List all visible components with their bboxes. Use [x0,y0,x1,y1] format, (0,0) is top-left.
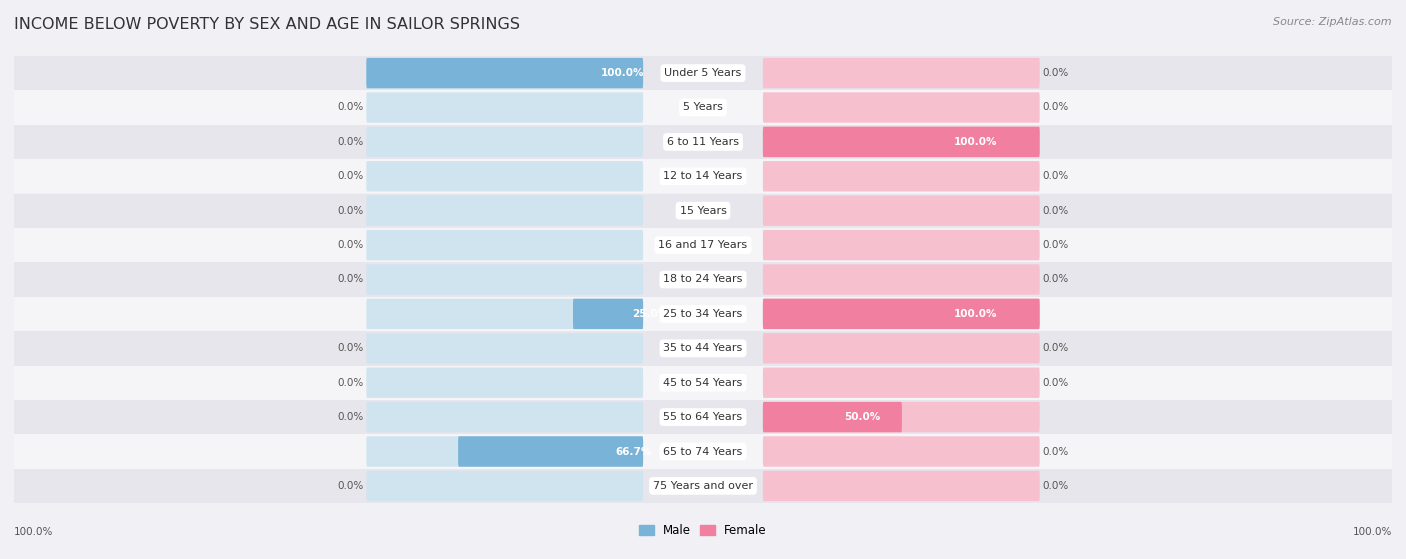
FancyBboxPatch shape [367,436,643,467]
FancyBboxPatch shape [367,58,643,88]
Text: 0.0%: 0.0% [337,481,364,491]
FancyBboxPatch shape [763,230,1039,260]
FancyBboxPatch shape [763,92,1039,123]
Bar [14,297,1392,331]
Text: 15 Years: 15 Years [679,206,727,216]
Text: 0.0%: 0.0% [337,378,364,388]
FancyBboxPatch shape [367,196,643,226]
FancyBboxPatch shape [367,367,643,398]
FancyBboxPatch shape [367,264,643,295]
Text: 66.7%: 66.7% [614,447,651,457]
Text: 50.0%: 50.0% [845,412,880,422]
Bar [14,193,1392,228]
FancyBboxPatch shape [763,367,1039,398]
FancyBboxPatch shape [763,471,1039,501]
Text: 0.0%: 0.0% [337,240,364,250]
Text: 100.0%: 100.0% [602,68,645,78]
Text: 16 and 17 Years: 16 and 17 Years [658,240,748,250]
FancyBboxPatch shape [367,333,643,363]
FancyBboxPatch shape [458,436,643,467]
Text: 0.0%: 0.0% [1042,447,1069,457]
Legend: Male, Female: Male, Female [634,519,772,542]
Text: Source: ZipAtlas.com: Source: ZipAtlas.com [1274,17,1392,27]
Bar [14,434,1392,468]
Bar [14,331,1392,366]
FancyBboxPatch shape [763,264,1039,295]
FancyBboxPatch shape [763,127,1039,157]
Text: Under 5 Years: Under 5 Years [665,68,741,78]
Text: 5 Years: 5 Years [683,102,723,112]
FancyBboxPatch shape [367,230,643,260]
Text: 100.0%: 100.0% [955,309,998,319]
Text: 0.0%: 0.0% [1042,102,1069,112]
Bar [14,91,1392,125]
Bar [14,159,1392,193]
Text: 0.0%: 0.0% [1042,274,1069,285]
FancyBboxPatch shape [367,161,643,192]
Text: 0.0%: 0.0% [1042,378,1069,388]
Text: 12 to 14 Years: 12 to 14 Years [664,171,742,181]
Text: 0.0%: 0.0% [1042,171,1069,181]
FancyBboxPatch shape [367,299,643,329]
Bar [14,400,1392,434]
Text: 0.0%: 0.0% [1042,240,1069,250]
Bar [14,262,1392,297]
Text: 0.0%: 0.0% [337,102,364,112]
Text: 100.0%: 100.0% [955,137,998,147]
FancyBboxPatch shape [574,299,643,329]
Text: 0.0%: 0.0% [337,343,364,353]
FancyBboxPatch shape [763,402,1039,432]
Text: 25 to 34 Years: 25 to 34 Years [664,309,742,319]
Text: INCOME BELOW POVERTY BY SEX AND AGE IN SAILOR SPRINGS: INCOME BELOW POVERTY BY SEX AND AGE IN S… [14,17,520,32]
Text: 0.0%: 0.0% [337,274,364,285]
FancyBboxPatch shape [763,127,1039,157]
Text: 0.0%: 0.0% [1042,343,1069,353]
FancyBboxPatch shape [367,402,643,432]
Text: 35 to 44 Years: 35 to 44 Years [664,343,742,353]
Text: 0.0%: 0.0% [337,412,364,422]
Text: 0.0%: 0.0% [1042,206,1069,216]
Bar [14,366,1392,400]
FancyBboxPatch shape [367,92,643,123]
Text: 0.0%: 0.0% [1042,481,1069,491]
FancyBboxPatch shape [763,299,1039,329]
Text: 75 Years and over: 75 Years and over [652,481,754,491]
FancyBboxPatch shape [763,436,1039,467]
Text: 0.0%: 0.0% [1042,68,1069,78]
Text: 6 to 11 Years: 6 to 11 Years [666,137,740,147]
FancyBboxPatch shape [367,58,643,88]
Text: 18 to 24 Years: 18 to 24 Years [664,274,742,285]
FancyBboxPatch shape [763,161,1039,192]
Text: 100.0%: 100.0% [14,527,53,537]
Text: 0.0%: 0.0% [337,171,364,181]
FancyBboxPatch shape [763,333,1039,363]
Text: 25.0%: 25.0% [633,309,668,319]
Bar [14,468,1392,503]
Text: 45 to 54 Years: 45 to 54 Years [664,378,742,388]
Bar [14,228,1392,262]
Bar [14,56,1392,91]
Bar [14,125,1392,159]
Text: 0.0%: 0.0% [337,137,364,147]
FancyBboxPatch shape [367,127,643,157]
Text: 65 to 74 Years: 65 to 74 Years [664,447,742,457]
FancyBboxPatch shape [763,299,1039,329]
FancyBboxPatch shape [763,196,1039,226]
FancyBboxPatch shape [763,402,901,432]
Text: 55 to 64 Years: 55 to 64 Years [664,412,742,422]
FancyBboxPatch shape [763,58,1039,88]
FancyBboxPatch shape [367,471,643,501]
Text: 100.0%: 100.0% [1353,527,1392,537]
Text: 0.0%: 0.0% [337,206,364,216]
